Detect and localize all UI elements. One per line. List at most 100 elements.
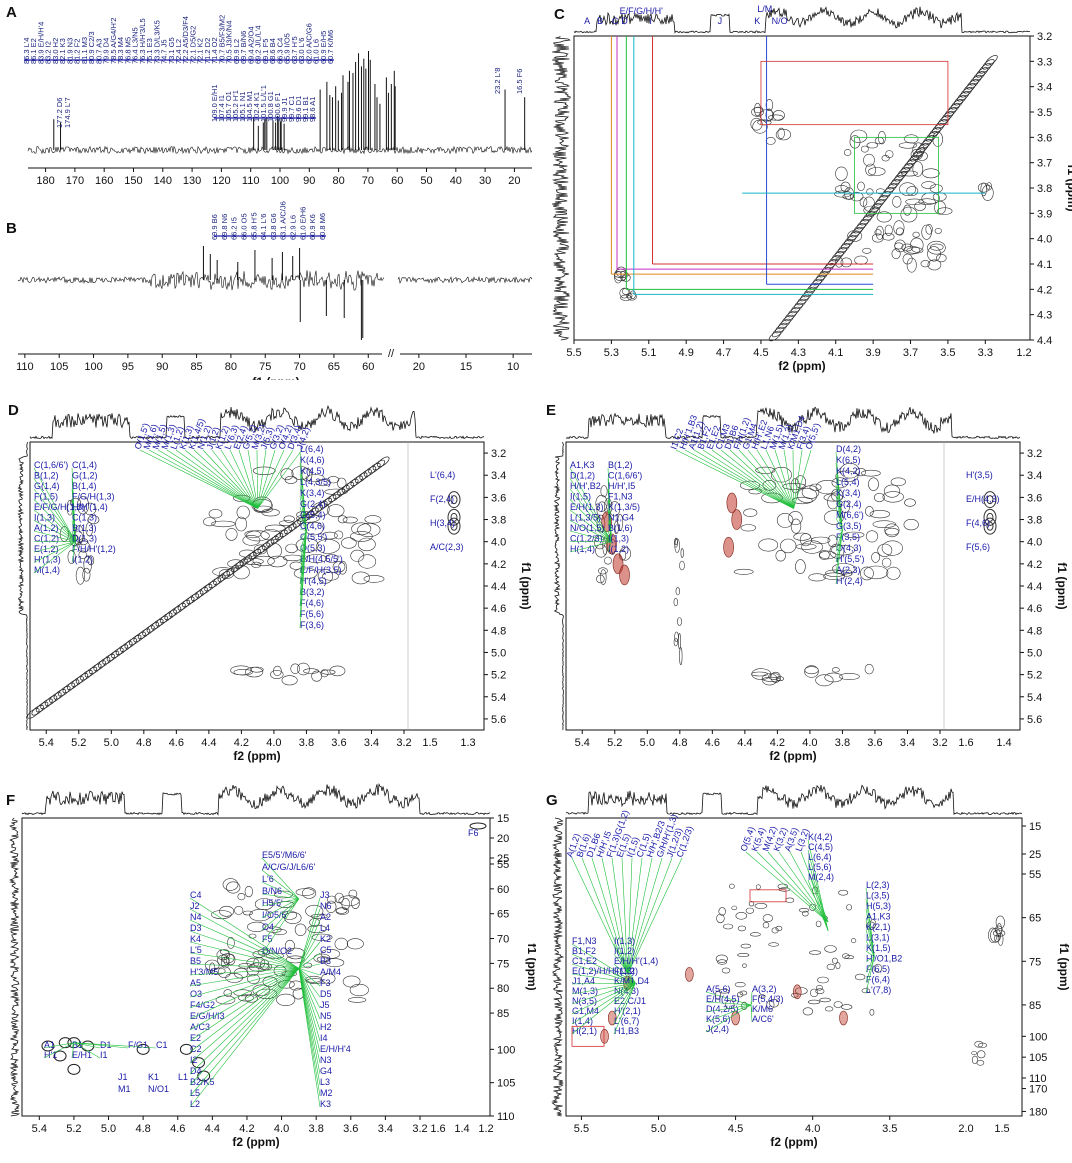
x-tick-label: 5.1 [641, 347, 656, 359]
hsqc-assignment-label: A/M4 [320, 967, 341, 977]
x-tick-label: 4.0 [274, 1123, 289, 1135]
hsqc-assignment-label: M2 [320, 1088, 333, 1098]
hsqc-assignment-label: H5/5' [262, 898, 283, 908]
x-tick-label: 3.8 [299, 737, 314, 749]
cross-peak-assignment-label: K(3,4) [836, 488, 861, 498]
hsqc-contour [296, 889, 314, 896]
hsqc-assignment-label: O4 [262, 922, 274, 932]
hmbc-assignment-label: L(6,4) [808, 852, 832, 862]
hmbc-contour [827, 964, 835, 970]
cross-peak-contour [841, 258, 852, 267]
x-tick-label: 1.4 [996, 737, 1011, 749]
hmbc-contour [776, 926, 782, 931]
cross-peak-contour [780, 539, 796, 553]
hmbc-contour [740, 991, 747, 995]
hmbc-contour [742, 964, 746, 968]
x-tick-label: 1.6 [958, 737, 973, 749]
x-tick-label: 3.8 [835, 737, 850, 749]
hmbc-assignment-label: K(4,2) [808, 832, 833, 842]
y-tick-label: 3.6 [491, 492, 506, 504]
y-tick-label: 3.4 [491, 470, 506, 482]
cross-peak-assignment-label: F(3,6) [300, 620, 324, 630]
cross-peak-contour [875, 137, 884, 144]
y-tick-label: 25 [1029, 849, 1041, 861]
cross-peak-assignment-label: K(3,4) [300, 488, 325, 498]
leader-line [299, 898, 320, 968]
cross-peak-assignment-label: G(2,4) [300, 499, 326, 509]
x-tick-label: 4.8 [672, 737, 687, 749]
leader-line [299, 968, 320, 1107]
cross-peak-contour [601, 486, 607, 497]
y-axis-title: f1 (ppm) [525, 943, 536, 990]
hmbc-contour [972, 1052, 977, 1055]
hsqc-assignment-label: J3 [320, 890, 330, 900]
projection-1d-top [22, 784, 490, 814]
cross-peak-contour [819, 550, 829, 559]
cross-peak-assignment-label: E/F/H(3,5) [300, 565, 342, 575]
cross-peak-contour [752, 669, 771, 680]
x-tick-label: 1.5 [994, 1123, 1009, 1135]
hmbc-contour [746, 908, 754, 913]
peak-assignment-label: 23.2 L'8 [493, 68, 502, 94]
cross-peak-contour [867, 189, 874, 195]
leader-line [185, 450, 258, 508]
hsqc-contour [223, 879, 238, 891]
cross-peak-contour [866, 531, 878, 542]
leader-line [190, 898, 299, 968]
hmbc-assignment-label: M(1,3) [572, 986, 598, 996]
cross-peak-contour [816, 675, 834, 686]
projection-1d-left [18, 442, 27, 730]
x-tick-label: 130 [183, 175, 201, 187]
x-tick-label: 1.5 [422, 737, 437, 749]
cross-peak-assignment-label: F1,N3 [608, 492, 633, 502]
hmbc-assignment-label: C1,E2 [572, 956, 597, 966]
y-tick-label: 5.0 [491, 647, 506, 659]
hsqc-contour [335, 938, 348, 950]
cross-peak-contour [922, 225, 932, 239]
y-axis-title: f1 (ppm) [1055, 562, 1069, 609]
leader-line [212, 450, 258, 508]
x-tick-label: 105 [50, 361, 68, 373]
x-tick-label: 30 [479, 175, 491, 187]
cross-peak-assignment-label: B(1,4) [72, 481, 97, 491]
x-tick-label: 4.9 [679, 347, 694, 359]
cross-peak-assignment-label: I(1,2) [608, 544, 629, 554]
spin-system-label: N/O [772, 16, 788, 26]
x-tick-label: 85 [190, 361, 202, 373]
cross-peak-contour [802, 486, 819, 499]
cross-peak-assignment-label: F(2,4) [430, 494, 454, 504]
cross-peak-contour [734, 569, 753, 574]
cross-peak-assignment-label: B(1,6) [608, 523, 633, 533]
hmbc-assignment-label: N(3,5) [572, 996, 597, 1006]
hmbc-contour [825, 946, 837, 953]
cross-peak-contour [766, 137, 775, 144]
hmbc-contour [736, 912, 747, 919]
hmbc-contour [816, 921, 821, 927]
cross-peak-contour [600, 570, 606, 585]
cross-peak-contour [865, 664, 873, 674]
panel-f-letter: F [6, 792, 15, 809]
hsqc-assignment-label: L1 [178, 1072, 188, 1082]
cross-peak-assignment-label: A/C(2,3) [430, 542, 464, 552]
cross-peak-assignment-label: L(1,3/5) [570, 513, 601, 523]
panel-b: B //1101051009590858075706560201510f1 (p… [0, 190, 540, 380]
hmbc-assignment-label: C(4,5) [808, 842, 833, 852]
y-tick-label: 3.8 [1037, 183, 1052, 195]
y-tick-label: 100 [1029, 1031, 1047, 1043]
cross-peak-assignment-label: H'(5,5') [836, 554, 864, 564]
cross-peak-contour [868, 168, 885, 176]
hsqc-assignment-label: F4/G2 [190, 1000, 215, 1010]
x-axis-title: f2 (ppm) [769, 749, 816, 763]
hsqc-assignment-label: H'3/M5 [190, 967, 218, 977]
cross-peak-assignment-label: F/G/H(1,3) [72, 492, 115, 502]
x-tick-label: 4.5 [728, 1123, 743, 1135]
cross-peak-contour [330, 666, 345, 676]
x-tick-label: 5.4 [575, 737, 590, 749]
cross-peak-assignment-label: K(4,2) [836, 466, 861, 476]
x-tick-label: 100 [84, 361, 102, 373]
cross-peak-contour [921, 260, 930, 267]
cross-peak-contour [794, 533, 811, 540]
hsqc-contour [347, 939, 363, 949]
x-tick-label: 4.4 [737, 737, 752, 749]
plot-frame [30, 442, 484, 730]
